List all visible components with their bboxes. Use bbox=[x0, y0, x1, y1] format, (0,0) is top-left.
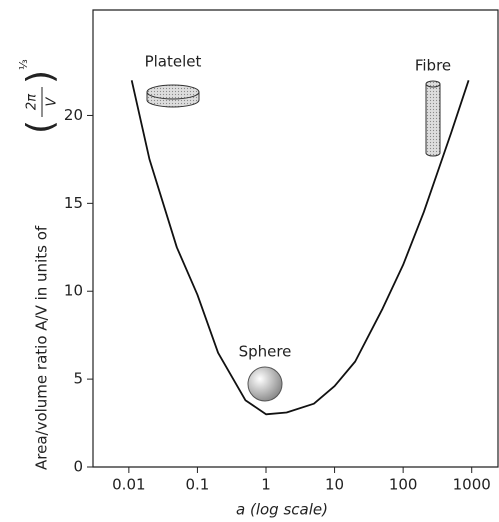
y-unit-denominator: V bbox=[45, 96, 60, 106]
y-unit-exponent: ⅓ bbox=[17, 59, 30, 70]
y-tick-label: 15 bbox=[64, 194, 83, 212]
y-tick-label: 20 bbox=[64, 106, 83, 124]
x-tick-label: 10 bbox=[325, 476, 344, 494]
paren: ) bbox=[20, 70, 61, 84]
x-tick-label: 100 bbox=[389, 476, 418, 494]
annotation: Sphere bbox=[239, 343, 292, 361]
annotation: Fibre bbox=[415, 57, 451, 75]
y-tick-label: 5 bbox=[73, 370, 83, 388]
y-tick-label: 0 bbox=[73, 458, 83, 476]
plot-frame bbox=[92, 9, 499, 468]
platelet-icon bbox=[146, 84, 200, 108]
sphere-icon bbox=[247, 366, 283, 402]
x-tick-label: 1 bbox=[261, 476, 271, 494]
y-axis-label: Area/volume ratio A/V in units of bbox=[33, 225, 51, 470]
fibre-icon bbox=[425, 80, 441, 157]
y-axis-label-group: Area/volume ratio A/V in units of ( 2π V… bbox=[17, 59, 61, 470]
curve bbox=[130, 80, 470, 416]
x-tick-label: 1000 bbox=[453, 476, 491, 494]
y-tick-label: 10 bbox=[64, 282, 83, 300]
x-axis-label: a (log scale) bbox=[236, 501, 328, 519]
annotation: Platelet bbox=[145, 53, 202, 71]
x-tick-label: 0.01 bbox=[112, 476, 145, 494]
x-tick-label: 0.1 bbox=[185, 476, 209, 494]
paren: ( bbox=[20, 120, 61, 134]
y-unit-numerator: 2π bbox=[25, 94, 40, 110]
